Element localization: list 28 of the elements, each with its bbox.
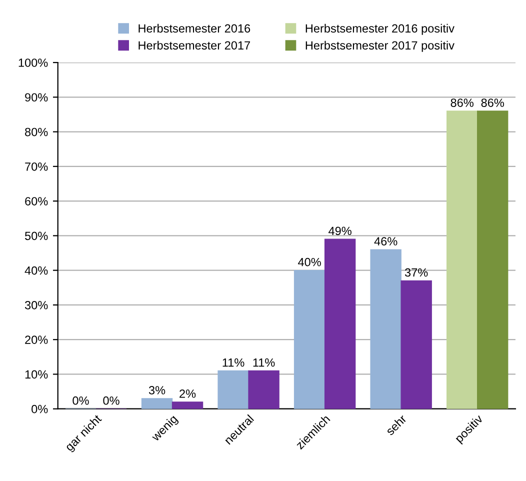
y-tick-label: 60% [25, 197, 48, 206]
y-tick-label: 80% [25, 128, 48, 136]
data-label: 46% [374, 237, 398, 246]
y-tick-label: 100% [18, 58, 48, 67]
data-label: 86% [481, 98, 504, 107]
y-tick-label: 20% [25, 336, 48, 344]
legend-label: Herbstsemester 2016 positiv [306, 24, 454, 35]
data-label: 49% [328, 226, 352, 236]
y-tick-label: 70% [25, 162, 48, 171]
data-label: 11% [253, 358, 275, 367]
legend-label: Herbstsemester 2016 [138, 24, 250, 33]
x-tick-label: sehr [385, 414, 408, 436]
data-label: 0% [72, 396, 89, 405]
y-tick-label: 30% [24, 300, 48, 310]
legend-label: Herbstsemester 2017 positiv [306, 40, 454, 52]
data-label: 3% [148, 386, 166, 394]
data-label: 37% [404, 268, 428, 277]
y-tick-label: 40% [24, 266, 48, 275]
data-label: 40% [298, 258, 321, 266]
legend-label: Herbstsemester 2017 [138, 40, 250, 50]
data-label: 2% [180, 390, 196, 398]
data-label: 11% [222, 358, 244, 367]
data-label: 0% [103, 396, 120, 405]
data-label: 86% [450, 98, 474, 107]
y-tick-label: 0% [32, 404, 48, 414]
y-tick-label: 90% [25, 93, 48, 102]
y-tick-label: 50% [24, 232, 48, 240]
y-tick-label: 10% [25, 370, 48, 379]
